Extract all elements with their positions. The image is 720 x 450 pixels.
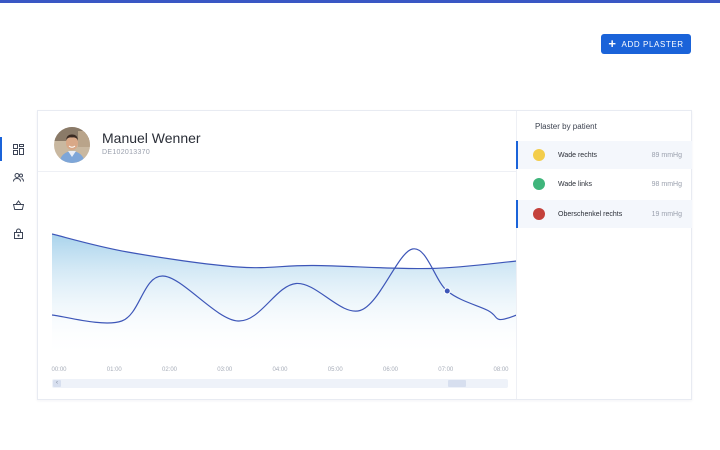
status-dot xyxy=(533,208,545,220)
x-axis: 00:00 01:00 02:00 03:00 04:00 05:00 06:00 07:00… xyxy=(51,367,509,377)
series-1-line xyxy=(52,248,517,324)
x-tick-label: 00:00 xyxy=(51,367,67,373)
pressure-chart xyxy=(52,233,517,357)
x-tick-label: 02:00 xyxy=(161,367,178,373)
add-plaster-button[interactable]: + ADD PLASTER xyxy=(601,34,691,54)
plaster-label: Oberschenkel rechts xyxy=(558,210,623,218)
plaster-item-wade-rechts[interactable]: Wade rechts 89 mmHg xyxy=(516,141,692,169)
lock-icon xyxy=(13,228,23,239)
users-icon xyxy=(12,172,24,182)
plaster-panel: Plaster by patient Wade rechts 89 mmHg W… xyxy=(516,111,692,399)
x-tick-label: 06:00 xyxy=(382,367,399,373)
avatar xyxy=(54,127,90,163)
add-plaster-label: ADD PLASTER xyxy=(621,39,684,49)
series-0-line xyxy=(52,233,517,270)
patient-card: Manuel Wenner DE102013370 00:00 01:00 02:0… xyxy=(37,110,692,400)
nav-item-security[interactable] xyxy=(0,219,36,247)
x-tick-label: 03:00 xyxy=(217,367,233,373)
plaster-label: Wade links xyxy=(558,180,592,188)
series-0-area xyxy=(52,234,517,357)
plaster-label: Wade rechts xyxy=(558,151,598,159)
x-tick-label: 01:00 xyxy=(106,367,122,373)
plaster-item-wade-links[interactable]: Wade links 98 mmHg xyxy=(517,170,692,198)
plaster-value: 89 mmHg xyxy=(651,151,682,159)
patient-id: DE102013370 xyxy=(102,149,151,156)
scroll-thumb[interactable] xyxy=(448,380,466,387)
nav-item-patients[interactable] xyxy=(0,163,36,191)
panel-title: Plaster by patient xyxy=(535,122,597,131)
plus-icon: + xyxy=(608,36,617,51)
basket-icon xyxy=(12,199,24,210)
nav-item-dashboard[interactable] xyxy=(0,135,36,163)
nav-item-shop[interactable] xyxy=(0,191,36,219)
chart-scrollbar[interactable]: ‹ xyxy=(52,379,508,388)
status-dot xyxy=(533,178,545,190)
patient-name: Manuel Wenner xyxy=(102,130,201,146)
side-nav xyxy=(0,135,36,247)
x-tick-label: 07:00 xyxy=(438,367,454,373)
scroll-left-button[interactable]: ‹ xyxy=(53,380,61,387)
x-tick-label: 04:00 xyxy=(272,367,288,373)
plaster-value: 98 mmHg xyxy=(651,180,682,188)
chart-marker[interactable] xyxy=(443,287,451,295)
top-accent-bar xyxy=(0,0,720,3)
plaster-item-oberschenkel-rechts[interactable]: Oberschenkel rechts 19 mmHg xyxy=(516,200,692,228)
plaster-value: 19 mmHg xyxy=(651,210,682,218)
x-tick-label: 05:00 xyxy=(327,367,343,373)
x-tick-label: 08:00 xyxy=(493,367,509,373)
status-dot xyxy=(533,149,545,161)
patient-header: Manuel Wenner DE102013370 xyxy=(38,111,516,172)
dashboard-icon xyxy=(12,143,24,155)
